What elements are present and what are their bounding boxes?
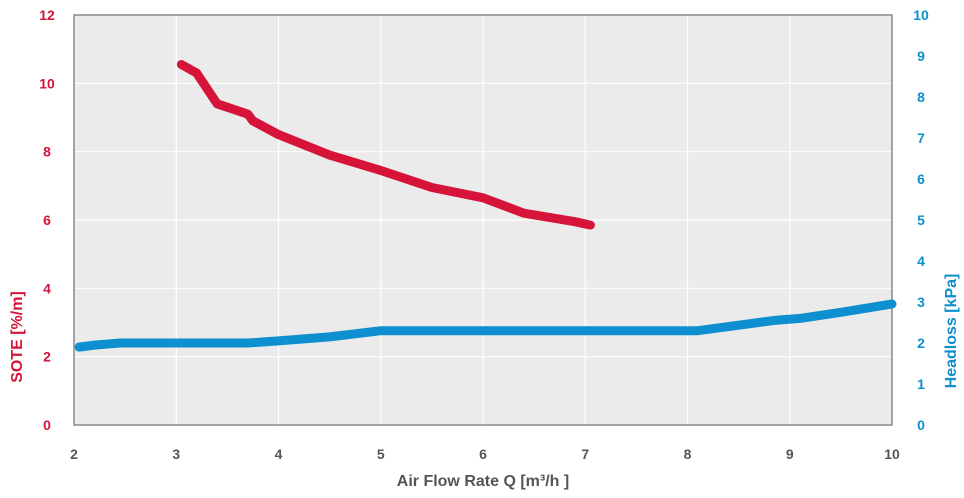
y-right-tick-label: 10 — [913, 7, 929, 23]
y-left-tick-labels: 0 2 4 6 8 10 12 — [39, 7, 55, 433]
y-left-tick-label: 8 — [43, 144, 51, 160]
y-right-axis-title: Headloss [kPa] — [943, 274, 960, 389]
grid — [74, 15, 892, 425]
y-right-tick-label: 5 — [917, 212, 925, 228]
headloss-series-line — [74, 299, 897, 352]
y-left-tick-label: 12 — [39, 7, 55, 23]
x-tick-label: 5 — [377, 446, 385, 462]
x-axis-title: Air Flow Rate Q [m³/h ] — [397, 473, 569, 490]
y-right-tick-labels: 0 1 2 3 4 5 6 7 8 9 10 — [913, 7, 929, 433]
y-right-tick-label: 6 — [917, 171, 925, 187]
y-left-tick-label: 6 — [43, 212, 51, 228]
y-left-axis-title: SOTE [%/m] — [9, 291, 26, 383]
y-right-tick-label: 7 — [917, 130, 925, 146]
plot-border — [73, 14, 893, 426]
y-right-tick-label: 3 — [917, 294, 925, 310]
x-tick-label: 2 — [70, 446, 78, 462]
y-left-tick-label: 2 — [43, 349, 51, 365]
x-tick-label: 6 — [479, 446, 487, 462]
y-right-tick-label: 8 — [917, 89, 925, 105]
x-tick-labels: 2 3 4 5 6 7 8 9 10 — [70, 446, 900, 462]
y-left-tick-label: 0 — [43, 417, 51, 433]
x-tick-label: 10 — [884, 446, 900, 462]
x-tick-label: 9 — [786, 446, 794, 462]
y-left-tick-label: 4 — [43, 280, 51, 296]
y-right-tick-label: 4 — [917, 253, 925, 269]
y-right-tick-label: 1 — [917, 376, 925, 392]
x-tick-label: 3 — [172, 446, 180, 462]
y-right-tick-label: 2 — [917, 335, 925, 351]
y-right-tick-label: 0 — [917, 417, 925, 433]
plot-frame — [73, 14, 893, 426]
x-tick-label: 8 — [684, 446, 692, 462]
series-layer — [74, 60, 897, 352]
x-tick-label: 4 — [275, 446, 283, 462]
sote-series-line — [176, 60, 595, 230]
y-left-tick-label: 10 — [39, 75, 55, 91]
y-right-tick-label: 9 — [917, 48, 925, 64]
x-tick-label: 7 — [581, 446, 589, 462]
